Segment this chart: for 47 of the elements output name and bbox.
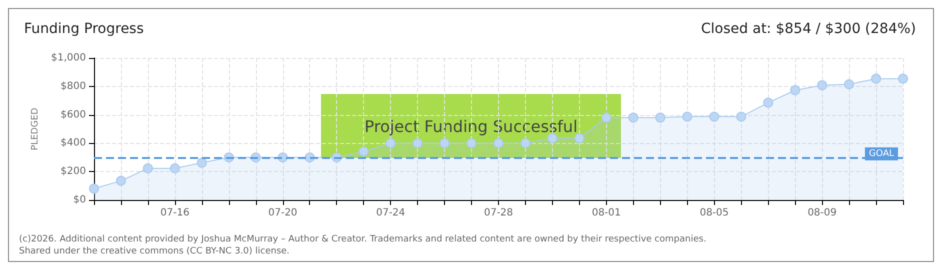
x-tick-label: 07-28 — [484, 208, 514, 218]
point — [628, 112, 638, 123]
point — [763, 98, 774, 108]
y-axis-title: PLEDGED — [30, 108, 41, 150]
chart-subtitle: Closed at: $854 / $300 (284%) — [701, 21, 916, 37]
x-tick-label: 08-05 — [700, 208, 729, 218]
point — [466, 138, 477, 148]
point — [574, 133, 584, 144]
point — [170, 163, 180, 174]
chart-title: Funding Progress — [24, 21, 144, 37]
point — [440, 138, 450, 148]
y-tick-label: $400 — [60, 138, 86, 149]
y-tick-label: $1,000 — [51, 52, 86, 64]
point — [709, 112, 720, 122]
point — [817, 80, 828, 90]
point — [736, 112, 746, 122]
point — [386, 138, 396, 148]
banner: Project Funding Successful — [321, 94, 621, 158]
point — [116, 176, 126, 186]
y-tick-label: $800 — [60, 80, 86, 92]
point — [547, 133, 558, 144]
text: (c)2026. Additional content provided by Joshua McMurray – Author & Creator. Trademarks and related content are owned by their respective companies. — [19, 234, 706, 244]
point — [682, 112, 692, 122]
y-tick-label: $200 — [60, 166, 86, 178]
ref-line-label: GOAL — [868, 148, 894, 159]
point — [871, 74, 882, 84]
y-tick-label: $0 — [73, 194, 86, 206]
point — [196, 158, 207, 168]
x-tick-label: 07-20 — [268, 208, 298, 218]
point — [142, 163, 153, 174]
point — [898, 74, 908, 84]
x-tick-label: 08-09 — [808, 208, 837, 218]
point — [790, 85, 800, 96]
text: Shared under the creative commons (CC BY-NC 3.0) license. — [19, 246, 290, 256]
point — [89, 184, 99, 194]
point — [412, 138, 423, 148]
point — [601, 112, 612, 123]
point — [844, 79, 854, 90]
point — [655, 112, 666, 123]
point — [520, 138, 530, 148]
point — [358, 146, 369, 156]
point — [494, 138, 504, 148]
y-tick-label: $600 — [60, 109, 86, 120]
x-tick-label: 07-24 — [376, 208, 406, 218]
annotation: Project Funding Successful — [364, 116, 578, 136]
x-tick-label: 07-16 — [160, 208, 190, 218]
x-tick-label: 08-01 — [592, 208, 621, 218]
